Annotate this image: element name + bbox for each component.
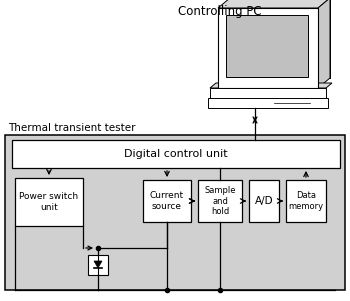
Bar (5, 135, 345, 290)
Text: Thermal transient tester: Thermal transient tester (8, 123, 135, 133)
Text: Digital control unit: Digital control unit (124, 149, 228, 159)
Text: Current
source: Current source (150, 191, 184, 211)
Text: Data
memory: Data memory (288, 191, 323, 211)
Bar (88, 255, 108, 275)
Bar (249, 180, 279, 222)
Bar (286, 180, 326, 222)
Bar (12, 140, 340, 168)
Text: Controlling PC: Controlling PC (178, 5, 262, 18)
Polygon shape (318, 0, 330, 88)
Text: A/D: A/D (255, 196, 273, 206)
Bar (210, 88, 326, 98)
Bar (208, 98, 328, 108)
Text: Power switch
unit: Power switch unit (20, 192, 78, 212)
Bar (15, 178, 83, 226)
Polygon shape (218, 0, 330, 8)
Text: Sample
and
hold: Sample and hold (204, 186, 236, 216)
Polygon shape (230, 0, 330, 78)
Bar (198, 180, 242, 222)
Polygon shape (210, 83, 332, 88)
Polygon shape (218, 8, 318, 88)
Polygon shape (94, 261, 102, 268)
Bar (143, 180, 191, 222)
Bar (226, 15, 308, 77)
